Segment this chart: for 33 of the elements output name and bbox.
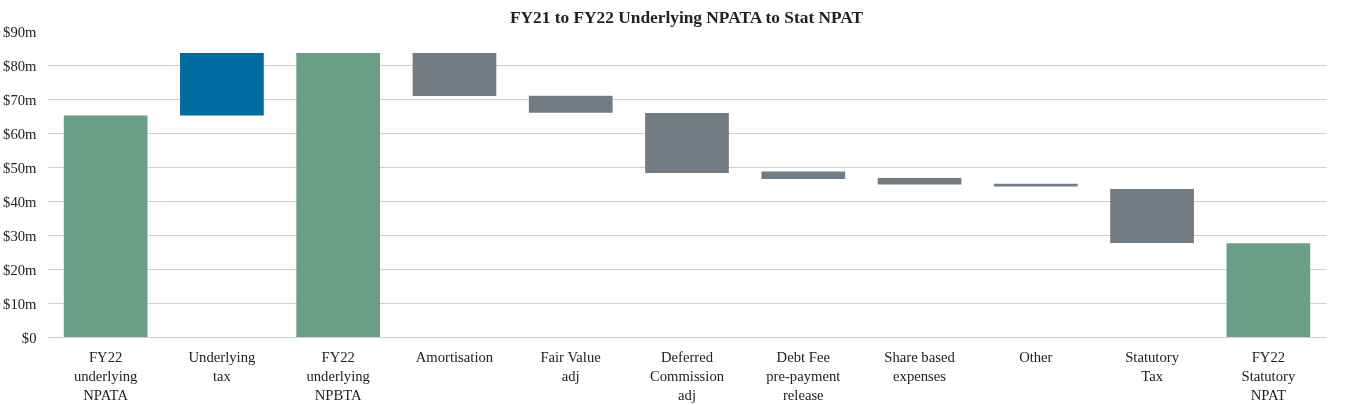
- y-tick-label: $70m: [3, 91, 38, 108]
- bar: [877, 178, 962, 185]
- y-tick-label: $30m: [3, 227, 38, 244]
- x-tick-label: Amortisation: [415, 348, 494, 365]
- x-tick-label: FY22 underlying NPATA: [73, 348, 139, 403]
- y-tick-label: $10m: [3, 295, 38, 312]
- bar: [645, 113, 729, 173]
- chart-title: FY21 to FY22 Underlying NPATA to Stat NPAT: [509, 7, 864, 27]
- bar: [993, 183, 1078, 187]
- x-tick-label: Other: [1019, 348, 1053, 365]
- x-tick-label: Fair Value adj: [540, 348, 601, 384]
- y-tick-label: $40m: [3, 193, 38, 210]
- x-tick-label: Statutory Tax: [1125, 348, 1180, 384]
- bar: [1110, 188, 1194, 243]
- y-tick-label: $20m: [3, 261, 38, 278]
- bar: [180, 52, 264, 116]
- bar: [296, 52, 381, 338]
- x-tick-label: FY22 Statutory NPAT: [1241, 348, 1296, 403]
- x-tick-label: Deferred Commission adj: [649, 348, 725, 403]
- bar: [528, 95, 613, 113]
- y-tick-label: $0: [21, 329, 37, 346]
- bar: [412, 52, 497, 97]
- bar: [1226, 243, 1311, 338]
- x-tick-label: Share based expenses: [884, 348, 956, 384]
- y-tick-label: $60m: [3, 125, 38, 142]
- bar: [63, 115, 148, 338]
- x-tick-label: FY22 underlying NPBTA: [306, 348, 371, 403]
- x-tick-label: Underlying tax: [188, 348, 256, 384]
- y-tick-label: $80m: [3, 57, 38, 74]
- x-tick-label: Debt Fee pre-payment release: [766, 348, 841, 403]
- y-tick-label: $90m: [3, 23, 38, 40]
- bar: [761, 171, 846, 180]
- y-tick-label: $50m: [3, 159, 38, 176]
